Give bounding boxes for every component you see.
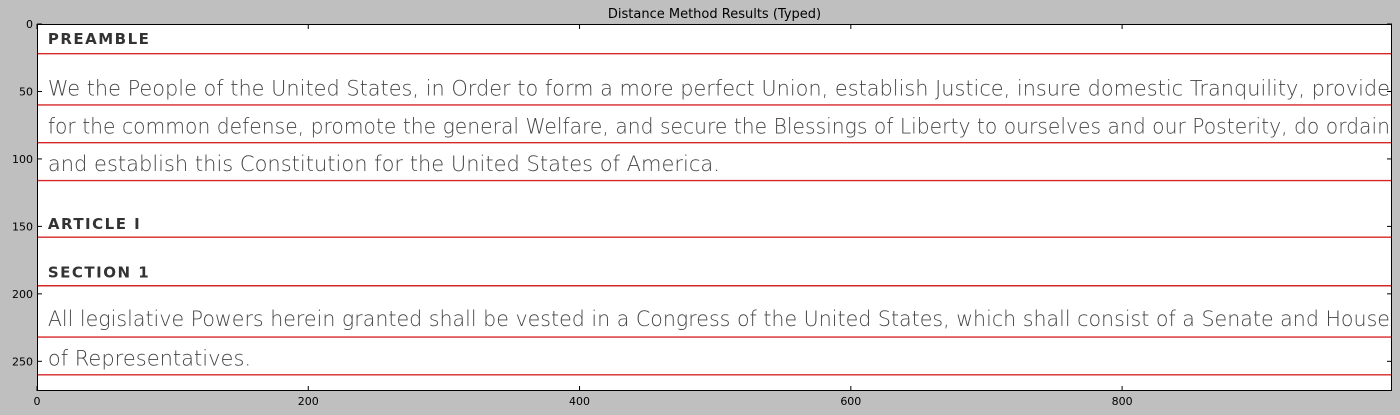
axes-frame bbox=[37, 24, 1392, 391]
y-tick-label: 250 bbox=[12, 355, 33, 368]
document-line: of Representatives. bbox=[48, 346, 251, 370]
y-tick-label: 100 bbox=[12, 153, 33, 166]
document-heading: SECTION 1 bbox=[48, 264, 150, 282]
x-tick-label: 400 bbox=[569, 395, 590, 408]
y-axis: 0 50 100 150 200 250 bbox=[12, 18, 1392, 368]
document-image: PREAMBLE We the People of the United Stat… bbox=[48, 30, 1390, 370]
y-tick-label: 0 bbox=[26, 18, 33, 31]
plot-area bbox=[37, 24, 1392, 391]
x-tick-label: 200 bbox=[298, 395, 319, 408]
document-line: for the common defense, promote the gene… bbox=[48, 114, 1390, 138]
x-tick-label: 0 bbox=[34, 395, 41, 408]
x-axis: 0 200 400 600 800 bbox=[34, 24, 1133, 408]
chart-title: Distance Method Results (Typed) bbox=[608, 7, 821, 22]
x-tick-label: 800 bbox=[1112, 395, 1133, 408]
x-tick-label: 600 bbox=[840, 395, 861, 408]
document-line: We the People of the United States, in O… bbox=[48, 77, 1390, 101]
y-tick-label: 50 bbox=[19, 85, 33, 98]
document-heading: PREAMBLE bbox=[48, 30, 151, 48]
document-line: All legislative Powers herein granted sh… bbox=[48, 307, 1390, 331]
document-line: and establish this Constitution for the … bbox=[48, 152, 720, 176]
boundary-lines bbox=[37, 52, 1392, 376]
y-tick-label: 150 bbox=[12, 220, 33, 233]
y-tick-label: 200 bbox=[12, 288, 33, 301]
document-heading: ARTICLE I bbox=[48, 215, 141, 233]
